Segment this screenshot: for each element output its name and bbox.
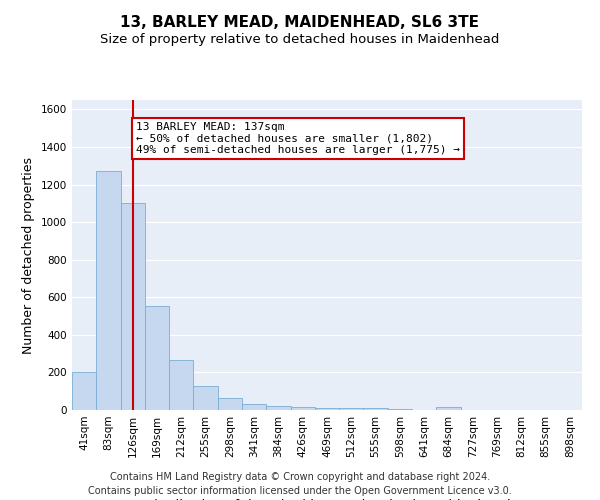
Bar	[364, 408, 388, 410]
Bar	[339, 408, 364, 410]
Bar	[193, 386, 218, 410]
Bar	[169, 360, 193, 410]
Bar	[218, 398, 242, 410]
Bar	[388, 409, 412, 410]
Text: Contains public sector information licensed under the Open Government Licence v3: Contains public sector information licen…	[88, 486, 512, 496]
Bar	[290, 407, 315, 410]
Bar	[436, 406, 461, 410]
Y-axis label: Number of detached properties: Number of detached properties	[22, 156, 35, 354]
Text: 13, BARLEY MEAD, MAIDENHEAD, SL6 3TE: 13, BARLEY MEAD, MAIDENHEAD, SL6 3TE	[121, 15, 479, 30]
Bar	[96, 172, 121, 410]
Bar	[242, 404, 266, 410]
Bar	[145, 306, 169, 410]
Bar	[266, 406, 290, 410]
Bar	[72, 372, 96, 410]
Text: Contains HM Land Registry data © Crown copyright and database right 2024.: Contains HM Land Registry data © Crown c…	[110, 472, 490, 482]
X-axis label: Distribution of detached houses by size in Maidenhead: Distribution of detached houses by size …	[143, 498, 511, 500]
Bar	[315, 408, 339, 410]
Bar	[121, 204, 145, 410]
Text: 13 BARLEY MEAD: 137sqm
← 50% of detached houses are smaller (1,802)
49% of semi-: 13 BARLEY MEAD: 137sqm ← 50% of detached…	[136, 122, 460, 155]
Text: Size of property relative to detached houses in Maidenhead: Size of property relative to detached ho…	[100, 32, 500, 46]
